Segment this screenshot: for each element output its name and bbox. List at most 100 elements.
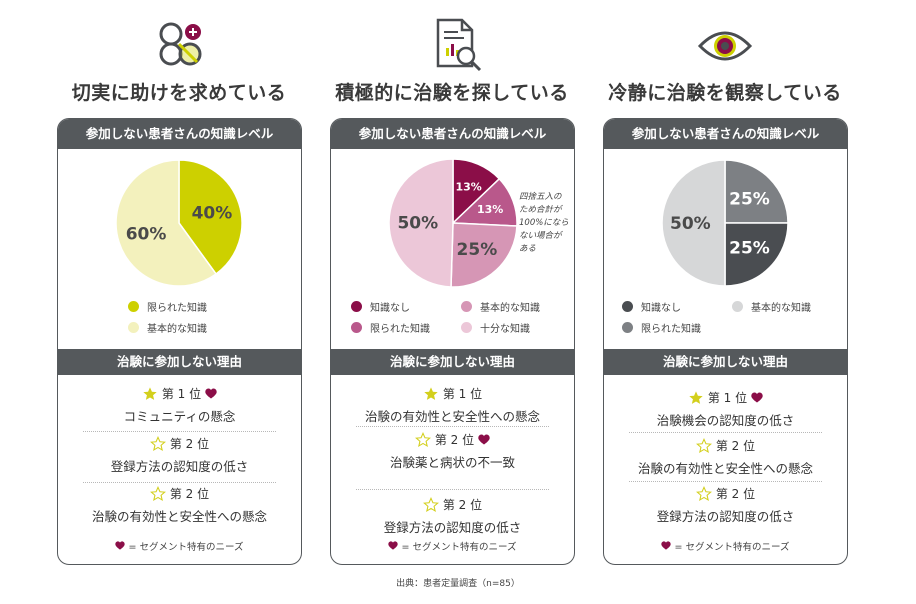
reason-text: 登録方法の認知度の低さ (383, 520, 522, 535)
legend-label: 限られた知識 (370, 324, 430, 335)
pie-chart: 25% 25% 50% (661, 159, 789, 287)
pie-slice-label: 25% (729, 239, 770, 259)
legend-item: 知識なし (351, 299, 410, 314)
reason-item: 第 2 位 治験の有効性と安全性への懸念 (58, 485, 301, 525)
legend-swatch (732, 301, 743, 312)
reason-item: 第 1 位 治験の有効性と安全性への懸念 (331, 385, 574, 425)
segment-card: 参加しない患者さんの知識レベル 25% 25% 50% 知識なし 基本的な知識 限ら… (603, 118, 848, 565)
divider (356, 489, 549, 490)
pie-slice-label: 50% (670, 214, 711, 234)
note-text: = セグメント特有のニーズ (674, 542, 790, 553)
rank-label: 第 1 位 (161, 387, 202, 401)
segment-note: = セグメント特有のニーズ (58, 539, 301, 553)
reason-item: 第 2 位 登録方法の認知度の低さ (331, 496, 574, 536)
reason-item: 第 2 位 登録方法の認知度の低さ (604, 485, 847, 525)
pie-slice-label: 60% (126, 225, 167, 245)
segment-heading: 冷静に治験を観察している (608, 82, 842, 104)
rank-label: 第 2 位 (169, 437, 210, 451)
card-header: 参加しない患者さんの知識レベル (58, 119, 301, 149)
rank-label: 第 1 位 (442, 387, 483, 401)
divider (83, 482, 276, 483)
legend-swatch (622, 301, 633, 312)
chart-legend: 知識なし 基本的な知識 限られた知識 (604, 291, 847, 351)
pie-chart: 40% 60% (115, 159, 243, 287)
legend-label: 限られた知識 (641, 324, 701, 335)
pie-slice (661, 159, 726, 287)
document-search-icon (436, 18, 482, 72)
reason-item: 第 2 位 治験の有効性と安全性への懸念 (604, 437, 847, 477)
filled-star-icon (689, 390, 703, 404)
heart-icon (115, 541, 126, 550)
legend-swatch (622, 322, 633, 333)
rank-label: 第 2 位 (434, 433, 475, 447)
segment-note: = セグメント特有のニーズ (604, 539, 847, 553)
pie-slice-label: 13% (477, 203, 503, 216)
rank-label: 第 2 位 (169, 487, 210, 501)
legend-label: 知識なし (370, 303, 410, 314)
legend-item: 基本的な知識 (732, 299, 811, 314)
legend-swatch (128, 322, 139, 333)
outline-star-icon (149, 435, 166, 451)
card-header: 参加しない患者さんの知識レベル (331, 119, 574, 149)
legend-swatch (461, 322, 472, 333)
segment-card: 参加しない患者さんの知識レベル 40% 60% 限られた知識 基本的な知識 治験に… (57, 118, 302, 565)
legend-label: 十分な知識 (480, 324, 530, 335)
divider (629, 481, 822, 482)
rank-label: 第 1 位 (707, 391, 748, 405)
outline-star-icon (422, 496, 439, 512)
legend-label: 知識なし (641, 303, 681, 314)
eye-icon (697, 31, 753, 61)
heart-icon (388, 541, 399, 550)
pie-slice-label: 50% (397, 213, 438, 233)
card-header: 参加しない患者さんの知識レベル (604, 119, 847, 149)
reason-text: 治験の有効性と安全性への懸念 (364, 409, 540, 424)
reasons-header: 治験に参加しない理由 (604, 349, 847, 375)
outline-star-icon (695, 437, 712, 453)
pie-slice-label: 25% (729, 189, 770, 209)
reason-text: 治験薬と病状の不一致 (389, 455, 515, 470)
legend-item: 十分な知識 (461, 320, 530, 335)
segment-card: 参加しない患者さんの知識レベル 13% 13% 25% 50% 四捨五入の ため合計が… (330, 118, 575, 565)
segment-heading: 切実に助けを求めている (71, 82, 287, 104)
outline-star-icon (149, 485, 166, 501)
legend-label: 限られた知識 (147, 303, 207, 314)
legend-label: 基本的な知識 (147, 324, 207, 335)
reason-text: 治験機会の認知度の低さ (656, 413, 795, 428)
pie-slice (178, 159, 243, 276)
reason-text: 治験の有効性と安全性への懸念 (637, 461, 813, 476)
heart-icon (478, 434, 490, 445)
legend-swatch (351, 301, 362, 312)
legend-item: 基本的な知識 (128, 320, 207, 335)
heart-icon (205, 388, 217, 399)
legend-swatch (128, 301, 139, 312)
legend-swatch (351, 322, 362, 333)
note-text: = セグメント特有のニーズ (128, 542, 244, 553)
legend-item: 限られた知識 (128, 299, 207, 314)
legend-item: 知識なし (622, 299, 681, 314)
reason-text: 登録方法の認知度の低さ (110, 459, 249, 474)
outline-star-icon (414, 431, 431, 447)
outline-star-icon (695, 485, 712, 501)
rounding-note: 四捨五入の ため合計が 100%になら ない場合が ある (519, 192, 569, 254)
pie-slice-label: 40% (192, 203, 233, 223)
source-caption: 出典：患者定量調査（n=85） (396, 579, 520, 589)
rank-label: 第 2 位 (715, 439, 756, 453)
legend-label: 基本的な知識 (751, 303, 811, 314)
filled-star-icon (143, 386, 157, 400)
reason-item: 第 2 位 治験薬と病状の不一致 (331, 431, 574, 471)
rank-label: 第 2 位 (442, 498, 483, 512)
segment-heading: 積極的に治験を探している (335, 82, 569, 104)
filled-star-icon (424, 386, 438, 400)
legend-item: 限られた知識 (622, 320, 701, 335)
divider (356, 426, 549, 427)
pie-slice-label: 13% (455, 181, 481, 194)
reason-text: 登録方法の認知度の低さ (656, 509, 795, 524)
reason-text: コミュニティの懸念 (123, 409, 236, 424)
reason-text: 治験の有効性と安全性への懸念 (91, 509, 267, 524)
people-plus-icon (159, 22, 202, 66)
heart-icon (661, 541, 672, 550)
segment-note: = セグメント特有のニーズ (331, 539, 574, 553)
legend-item: 基本的な知識 (461, 299, 540, 314)
divider (629, 432, 822, 433)
rank-label: 第 2 位 (715, 487, 756, 501)
